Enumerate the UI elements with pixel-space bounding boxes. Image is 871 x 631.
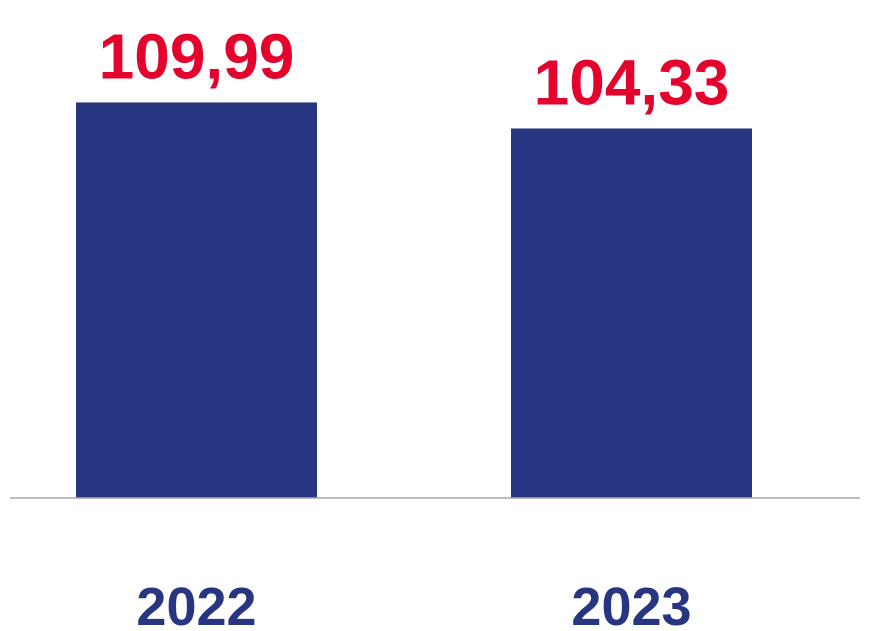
bar <box>76 102 317 499</box>
x-tick-label: 2023 <box>571 577 691 631</box>
value-label: 109,99 <box>99 20 295 92</box>
x-tick-label: 2022 <box>136 577 256 631</box>
bar <box>511 128 752 498</box>
value-label: 104,33 <box>534 46 730 118</box>
